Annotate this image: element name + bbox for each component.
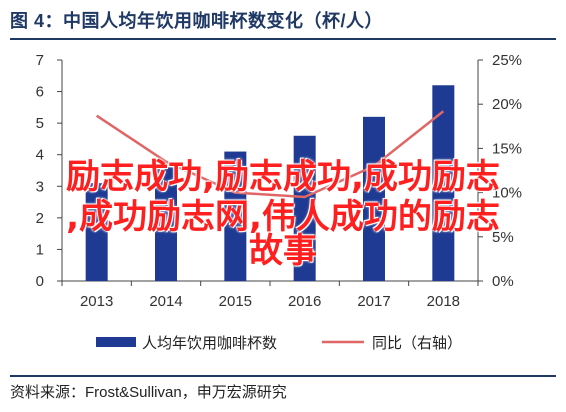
y-right-tick-label: 15% (492, 140, 522, 157)
bar (293, 135, 316, 281)
bar (224, 151, 247, 281)
y-left-tick-label: 7 (36, 52, 44, 69)
title-divider (10, 38, 556, 40)
x-tick-label: 2013 (80, 293, 113, 310)
x-tick-label: 2016 (288, 293, 321, 310)
y-right-tick-label: 5% (492, 229, 514, 246)
y-left-tick-label: 0 (36, 273, 44, 290)
y-right-tick-label: 20% (492, 96, 522, 113)
overlay-text-line-2: ,成功励志网,伟人成功的励志 (66, 197, 500, 237)
bar (155, 167, 177, 281)
y-left-tick-label: 4 (36, 147, 44, 164)
y-left-tick-label: 6 (36, 84, 44, 101)
y-left-tick-label: 2 (36, 210, 44, 227)
y-left-tick-label: 5 (36, 115, 44, 132)
source-note: 资料来源：Frost&Sullivan，申万宏源研究 (10, 384, 287, 401)
y-right-tick-label: 0% (492, 273, 514, 290)
x-tick-label: 2017 (357, 293, 390, 310)
legend-line-label: 同比（右轴） (372, 335, 462, 352)
legend-bar-swatch (96, 337, 136, 347)
source-divider (10, 375, 556, 377)
y-right-tick-label: 10% (492, 185, 522, 202)
line-series-yoy (95, 110, 445, 199)
bar (85, 183, 108, 281)
x-tick-label: 2018 (427, 293, 460, 310)
bar (363, 116, 385, 281)
bar (432, 85, 455, 281)
overlay-text-line-3: 故事 (249, 231, 317, 271)
y-right-tick-label: 25% (492, 52, 522, 69)
overlay-text-line-1: 励志成功,励志成功,成功励志 (66, 157, 500, 197)
y-left-tick-label: 1 (36, 241, 44, 258)
legend-bar-label: 人均年饮用咖啡杯数 (142, 335, 277, 352)
x-tick-label: 2015 (219, 293, 252, 310)
figure-title: 图 4：中国人均年饮用咖啡杯数变化（杯/人） (10, 11, 384, 31)
x-tick-label: 2014 (149, 293, 182, 310)
y-left-tick-label: 3 (36, 178, 44, 195)
